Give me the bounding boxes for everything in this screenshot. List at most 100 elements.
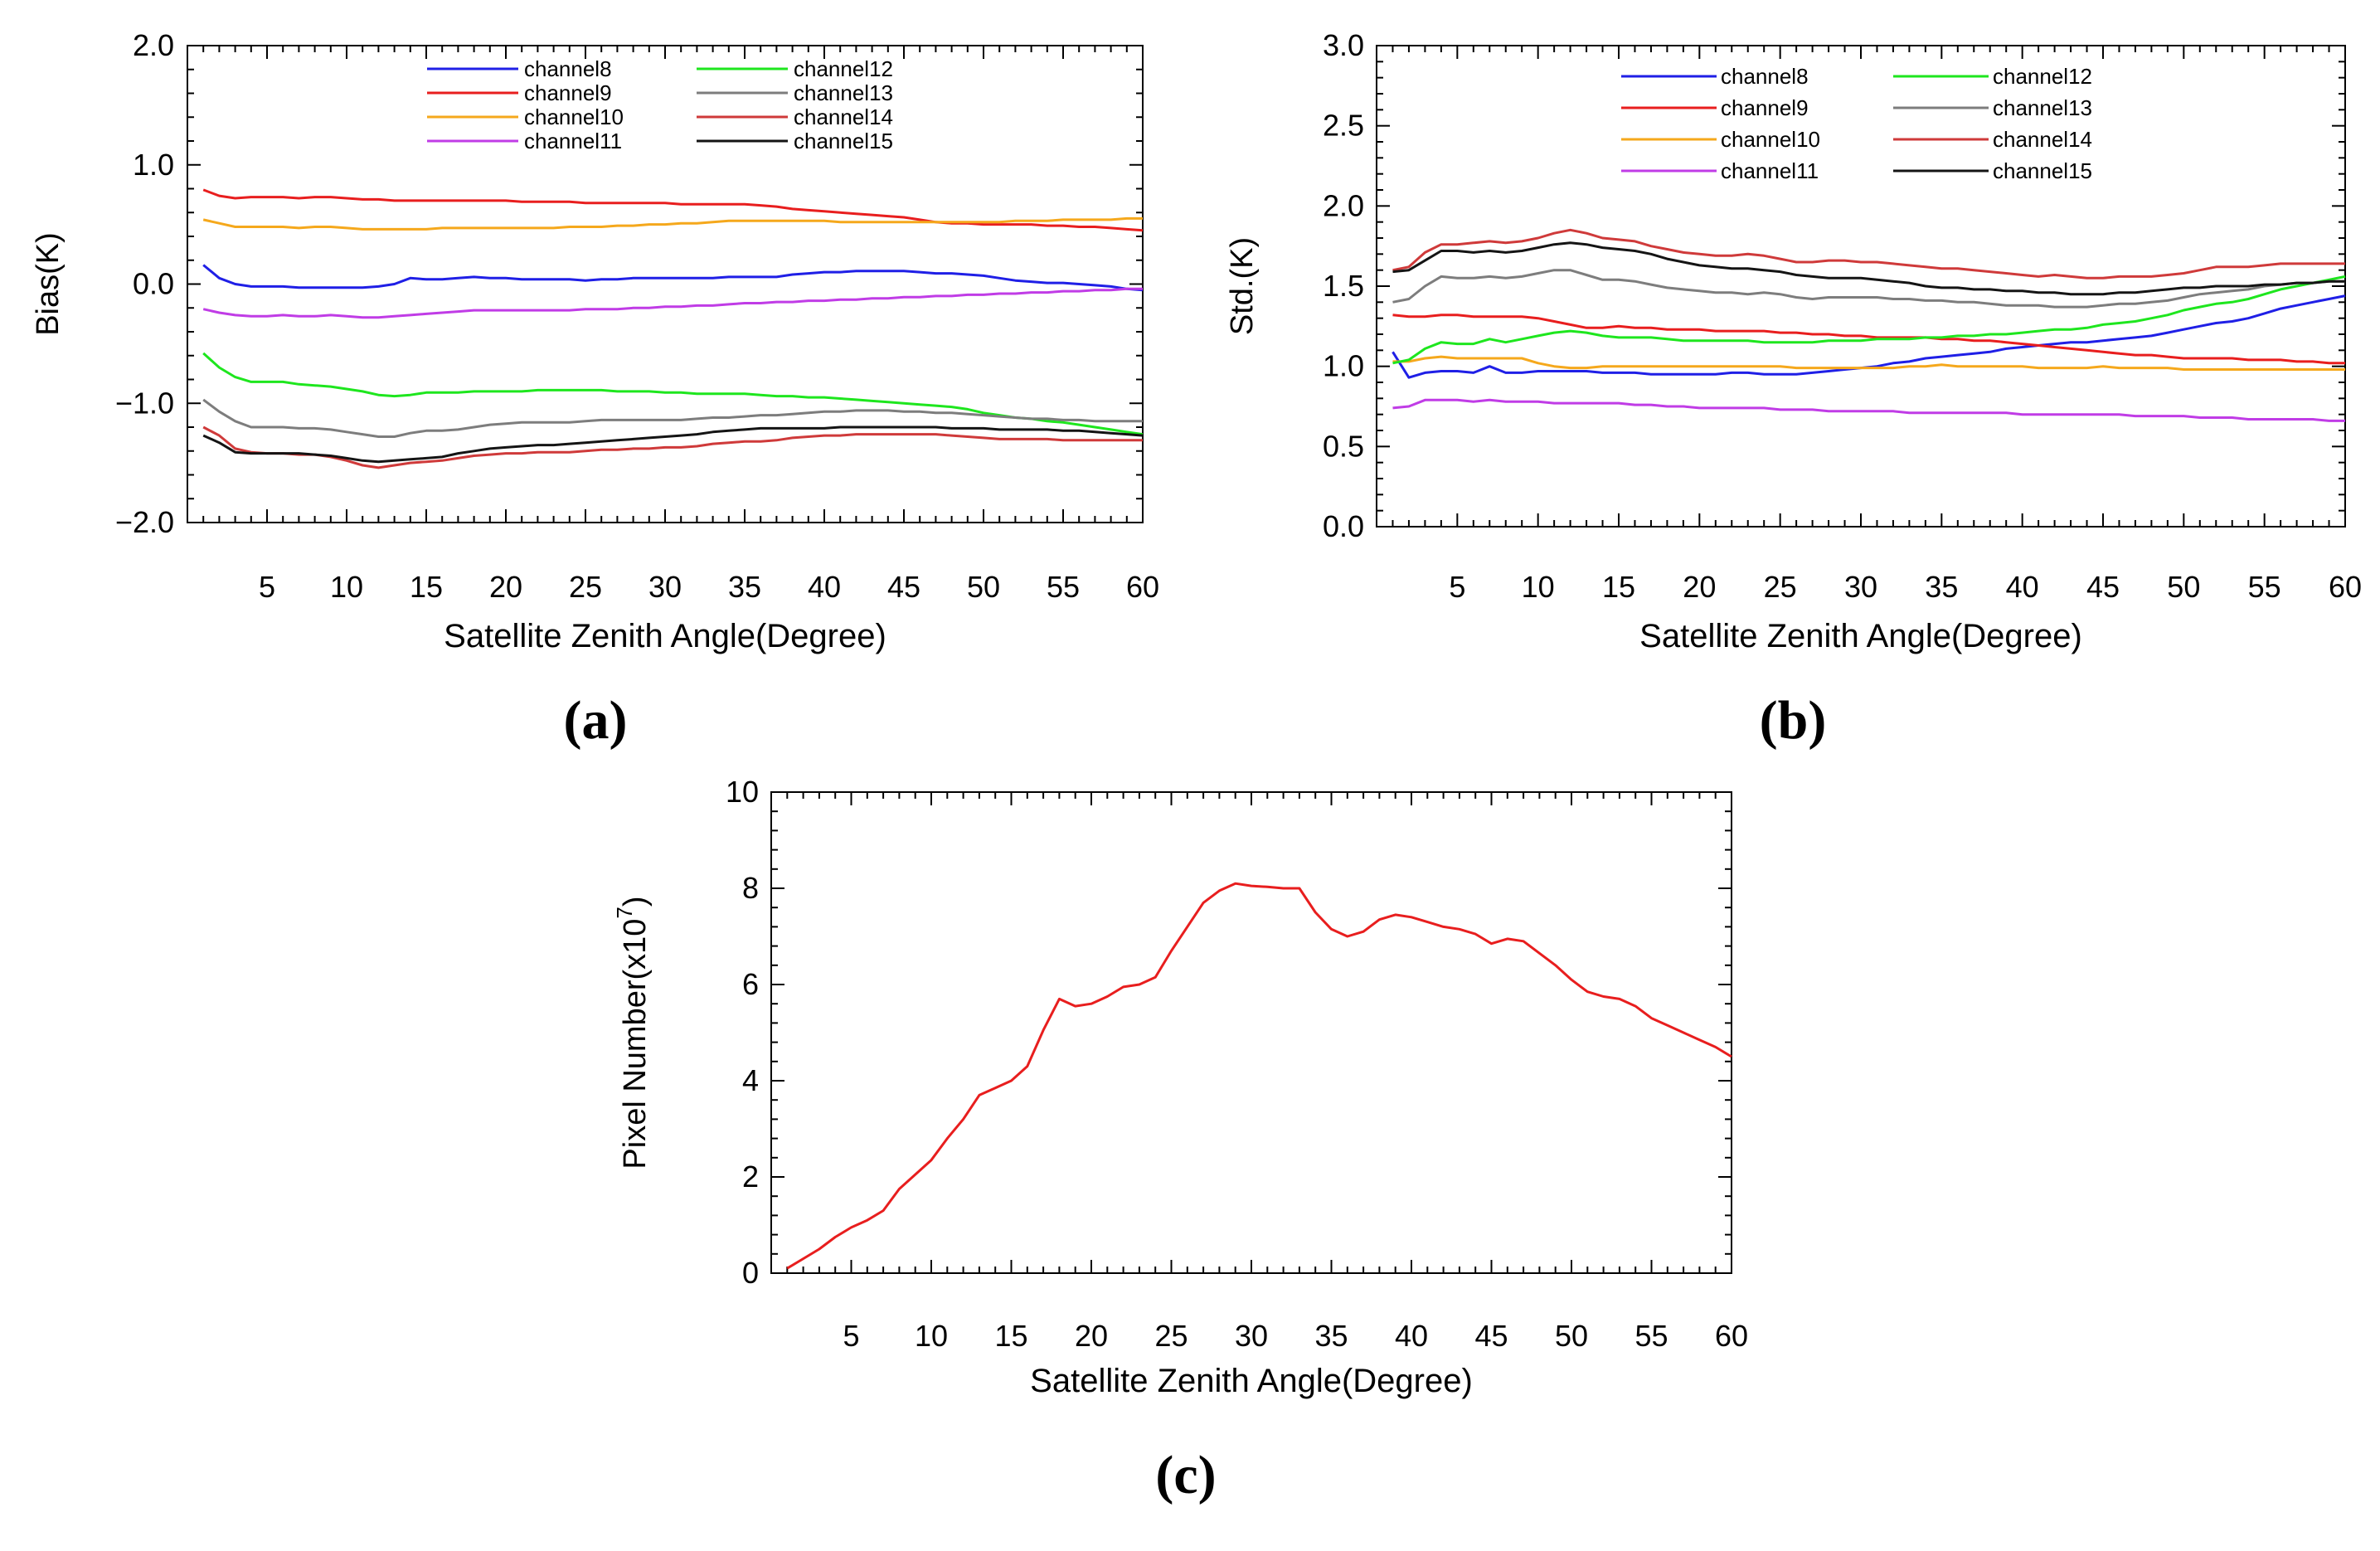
series-line-pixel-number [786, 882, 1732, 1270]
y-tick-label: 8 [742, 871, 759, 905]
legend-label-channel13: channel13 [1993, 95, 2092, 120]
x-tick-label: 10 [1522, 570, 1555, 604]
panel-label-c: (c) [1155, 1445, 1216, 1505]
y-tick-label: 0.0 [133, 267, 174, 301]
x-tick-label: 55 [1634, 1319, 1668, 1353]
y-tick-label: 2.0 [133, 28, 174, 62]
legend-label-channel9: channel9 [524, 80, 612, 105]
x-tick-label: 10 [915, 1319, 948, 1353]
x-tick-label: 30 [1235, 1319, 1268, 1353]
x-tick-label: 60 [1715, 1319, 1748, 1353]
y-tick-label: 1.0 [1323, 349, 1364, 383]
x-tick-label: 35 [728, 570, 761, 604]
x-tick-label: 40 [808, 570, 841, 604]
y-axis-label-suffix: ) [618, 896, 653, 907]
y-tick-label: 10 [726, 775, 759, 809]
y-tick-label: 0 [742, 1256, 759, 1290]
y-tick-label: −1.0 [115, 386, 174, 420]
series-line-channel15 [202, 425, 1144, 464]
legend-label-channel12: channel12 [794, 56, 893, 81]
plot-frame [770, 791, 1732, 1274]
legend-label-channel11: channel11 [1721, 158, 1819, 183]
legend-label-channel10: channel10 [1721, 127, 1820, 152]
legend-label-channel8: channel8 [524, 56, 612, 81]
x-tick-label: 55 [1047, 570, 1080, 604]
y-tick-label: 2.0 [1323, 188, 1364, 222]
x-tick-label: 30 [1844, 570, 1877, 604]
y-tick-label: −2.0 [115, 505, 174, 539]
y-axis-label: Std.(K) [1225, 237, 1260, 335]
legend-label-channel15: channel15 [1993, 158, 2092, 183]
x-tick-label: 60 [2329, 570, 2362, 604]
y-tick-label: 1.5 [1323, 269, 1364, 303]
panel-label-a: (a) [564, 690, 628, 751]
x-tick-label: 25 [569, 570, 602, 604]
y-tick-label: 6 [742, 967, 759, 1001]
x-tick-label: 45 [887, 570, 920, 604]
series-line-channel9 [1392, 314, 2345, 365]
series-line-channel13 [202, 398, 1143, 438]
series-line-channel9 [202, 188, 1144, 232]
x-tick-label: 55 [2248, 570, 2281, 604]
x-tick-label: 15 [410, 570, 443, 604]
series-line-channel10 [1392, 355, 2345, 371]
panel-label-b: (b) [1760, 690, 1827, 751]
x-tick-label: 30 [648, 570, 682, 604]
x-tick-label: 20 [489, 570, 522, 604]
y-tick-label: 2 [742, 1160, 759, 1194]
x-tick-label: 45 [2086, 570, 2120, 604]
y-axis-label: Pixel Number(x107) [612, 896, 653, 1169]
x-tick-label: 10 [330, 570, 363, 604]
legend-label-channel10: channel10 [524, 105, 624, 129]
x-tick-label: 5 [259, 570, 275, 604]
y-axis-label: Bias(K) [31, 232, 66, 336]
plot-frame [187, 45, 1144, 523]
x-tick-label: 15 [1602, 570, 1635, 604]
x-axis-label: Satellite Zenith Angle(Degree) [444, 618, 886, 654]
y-tick-label: 2.5 [1323, 109, 1364, 143]
legend-label-channel11: channel11 [524, 129, 622, 153]
x-tick-label: 50 [1555, 1319, 1588, 1353]
x-tick-label: 60 [1126, 570, 1159, 604]
y-tick-label: 3.0 [1323, 28, 1364, 62]
x-tick-label: 20 [1075, 1319, 1108, 1353]
legend-label-channel12: channel12 [1993, 64, 2092, 89]
series-line-channel11 [1392, 398, 2345, 422]
x-axis-label: Satellite Zenith Angle(Degree) [1030, 1363, 1473, 1399]
x-tick-label: 50 [2167, 570, 2200, 604]
y-tick-label: 0.0 [1323, 509, 1364, 543]
x-tick-label: 40 [2006, 570, 2039, 604]
series-line-channel13 [1392, 269, 2345, 309]
legend-label-channel13: channel13 [794, 80, 893, 105]
x-tick-label: 15 [994, 1319, 1027, 1353]
x-tick-label: 35 [1314, 1319, 1348, 1353]
y-tick-label: 4 [742, 1063, 759, 1097]
series-line-channel15 [1392, 241, 2345, 296]
series-line-channel14 [202, 425, 1143, 469]
x-tick-label: 5 [843, 1319, 859, 1353]
y-axis-label-exponent: 7 [612, 907, 637, 918]
chart-panel-b: 5 10 15 20 25 30 35 40 45 50 55 60 0.0 0.5 1.0 1.5 2.0 2.… [1225, 28, 2362, 654]
series-line-channel10 [202, 216, 1143, 231]
x-tick-label: 20 [1683, 570, 1716, 604]
series-line-channel14 [1392, 228, 2345, 280]
chart-panel-c: 5 10 15 20 25 30 35 40 45 50 55 60 0 2 4 6 8 10 Satellite … [612, 775, 1748, 1399]
chart-panel-a: 5 10 15 20 25 30 35 40 45 50 55 60 −2.0 −1.0 0.0 1.0 2.0… [31, 28, 1159, 654]
legend-label-channel14: channel14 [794, 105, 893, 129]
series-line-channel8 [202, 264, 1144, 292]
plot-frame [1376, 45, 2346, 528]
series-line-channel12 [1392, 275, 2346, 365]
x-axis-label: Satellite Zenith Angle(Degree) [1639, 618, 2082, 654]
series-line-channel11 [202, 287, 1143, 319]
series-line-channel12 [202, 352, 1144, 436]
x-tick-label: 25 [1764, 570, 1797, 604]
legend-label-channel14: channel14 [1993, 127, 2092, 152]
y-axis-label-base: Pixel Number(x10 [618, 919, 653, 1169]
x-tick-label: 5 [1449, 570, 1465, 604]
legend-label-channel8: channel8 [1721, 64, 1809, 89]
legend-label-channel15: channel15 [794, 129, 893, 153]
x-tick-label: 45 [1474, 1319, 1508, 1353]
x-tick-label: 25 [1154, 1319, 1188, 1353]
x-tick-label: 40 [1395, 1319, 1428, 1353]
